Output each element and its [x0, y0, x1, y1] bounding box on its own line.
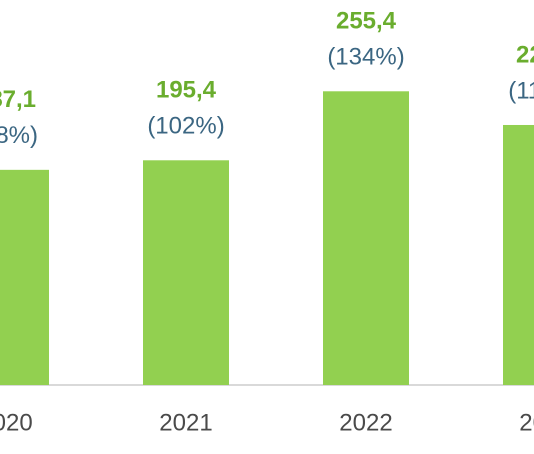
value-label: 195,4	[156, 77, 217, 104]
bar	[323, 91, 409, 385]
x-tick-label: 2023	[519, 409, 534, 436]
x-tick-label: 2022	[339, 409, 392, 436]
value-label: 255,4	[336, 8, 397, 35]
x-tick-label: 2020	[0, 409, 33, 436]
x-tick-label: 2021	[159, 409, 212, 436]
bar	[503, 124, 534, 386]
percent-label: (98%)	[0, 122, 38, 149]
percent-label: (118%)	[508, 77, 534, 104]
percent-label: (102%)	[147, 113, 224, 140]
bar	[0, 169, 49, 385]
value-label: 226,1	[516, 41, 534, 68]
percent-label: (134%)	[327, 44, 404, 71]
value-label: 187,1	[0, 86, 36, 113]
bar	[143, 160, 229, 385]
